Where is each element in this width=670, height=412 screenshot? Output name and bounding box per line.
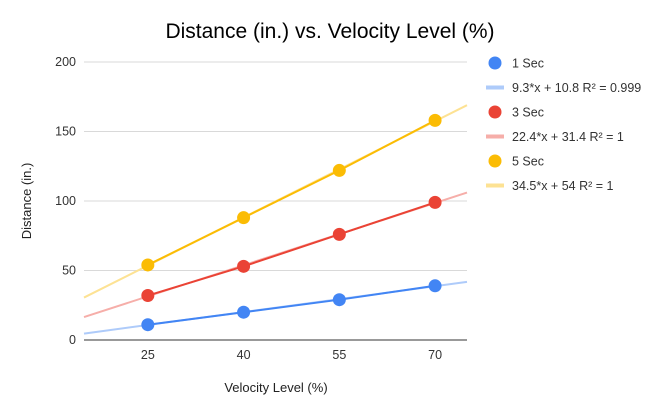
x-tick-labels: 25 40 55 70	[141, 348, 442, 362]
y-tick-label: 0	[69, 333, 76, 347]
legend: 1 Sec 9.3*x + 10.8 R² = 0.999 3 Sec 22.4*x …	[486, 56, 641, 193]
y-tick-labels: 0 50 100 150 200	[55, 55, 76, 347]
data-point	[237, 211, 251, 225]
y-tick-label: 200	[55, 55, 76, 69]
legend-trendline-label: 22.4*x + 31.4 R² = 1	[512, 130, 624, 144]
legend-trend-swatch	[486, 85, 504, 90]
series-line	[147, 284, 436, 326]
x-tick-label: 70	[428, 348, 442, 362]
legend-label: 1 Sec	[512, 57, 544, 71]
x-tick-label: 55	[332, 348, 346, 362]
data-point	[141, 289, 155, 303]
legend-label: 3 Sec	[512, 106, 544, 120]
y-tick-label: 100	[55, 194, 76, 208]
legend-trend-swatch	[486, 183, 504, 188]
x-tick-label: 40	[237, 348, 251, 362]
data-point	[332, 163, 346, 177]
x-tick-label: 25	[141, 348, 155, 362]
y-axis-label: Distance (in.)	[19, 163, 34, 240]
legend-trend-swatch	[486, 134, 504, 139]
data-point	[237, 259, 251, 273]
data-point	[237, 305, 251, 319]
data-point	[428, 113, 442, 127]
data-point	[332, 293, 346, 307]
legend-label: 5 Sec	[512, 155, 544, 169]
data-point	[141, 258, 155, 272]
legend-marker	[488, 154, 502, 168]
legend-marker	[488, 56, 502, 70]
legend-trendline-label: 9.3*x + 10.8 R² = 0.999	[512, 81, 641, 95]
data-point	[141, 318, 155, 332]
chart-title: Distance (in.) vs. Velocity Level (%)	[165, 20, 494, 43]
legend-trendline-label: 34.5*x + 54 R² = 1	[512, 179, 614, 193]
legend-marker	[488, 105, 502, 119]
series-line	[147, 201, 436, 297]
data-point	[428, 279, 442, 293]
y-tick-label: 150	[55, 125, 76, 139]
series-line	[147, 119, 436, 266]
data-points	[141, 113, 442, 332]
series-lines	[147, 119, 436, 326]
x-axis-label: Velocity Level (%)	[224, 380, 327, 395]
data-point	[332, 227, 346, 241]
y-tick-label: 50	[62, 264, 76, 278]
data-point	[428, 195, 442, 209]
trendlines	[83, 104, 468, 335]
